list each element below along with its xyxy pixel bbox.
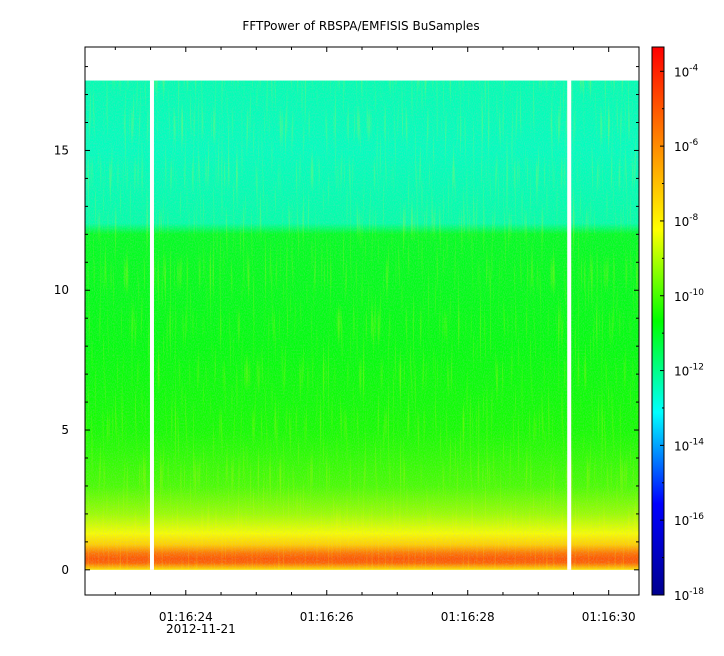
colorbar-tick-label: 10-16 xyxy=(674,512,704,528)
colorbar-tick-label: 10-10 xyxy=(674,288,704,304)
data-gaps xyxy=(149,80,572,570)
x-tick-label: 01:16:24 xyxy=(159,610,213,624)
colorbar-tick-label: 10-4 xyxy=(674,63,699,79)
chart-title: FFTPower of RBSPA/EMFISIS BuSamples xyxy=(242,19,479,33)
y-axis: 0 5 10 15 xyxy=(54,66,639,577)
y-tick-label: 5 xyxy=(61,423,69,437)
colorbar-tick-label: 10-6 xyxy=(674,138,699,154)
colorbar-scale xyxy=(651,46,665,596)
colorbar-tick-label: 10-12 xyxy=(674,363,704,379)
x-axis-date-label: 2012-11-21 xyxy=(166,622,236,636)
x-tick-label: 01:16:28 xyxy=(441,610,495,624)
data-gap-line xyxy=(149,80,154,570)
x-axis: 01:16:24 01:16:26 01:16:28 01:16:30 xyxy=(114,47,636,624)
colorbar-ticks: 10-18 10-16 10-14 10-12 10-10 10-8 10-6 10-4 xyxy=(660,63,704,603)
plot-area xyxy=(85,80,639,570)
heatmap-speckle-texture xyxy=(85,80,639,570)
x-tick-label: 01:16:26 xyxy=(300,610,354,624)
colorbar-tick-label: 10-18 xyxy=(674,587,704,603)
y-tick-label: 0 xyxy=(61,563,69,577)
colorbar-tick-label: 10-8 xyxy=(674,213,699,229)
y-tick-label: 15 xyxy=(54,143,69,157)
y-tick-label: 10 xyxy=(54,283,69,297)
colorbar: 10-18 10-16 10-14 10-12 10-10 10-8 10-6 10-4 xyxy=(651,46,704,603)
x-tick-label: 01:16:30 xyxy=(582,610,636,624)
colorbar-tick-label: 10-14 xyxy=(674,437,704,453)
data-gap-line xyxy=(567,80,572,570)
